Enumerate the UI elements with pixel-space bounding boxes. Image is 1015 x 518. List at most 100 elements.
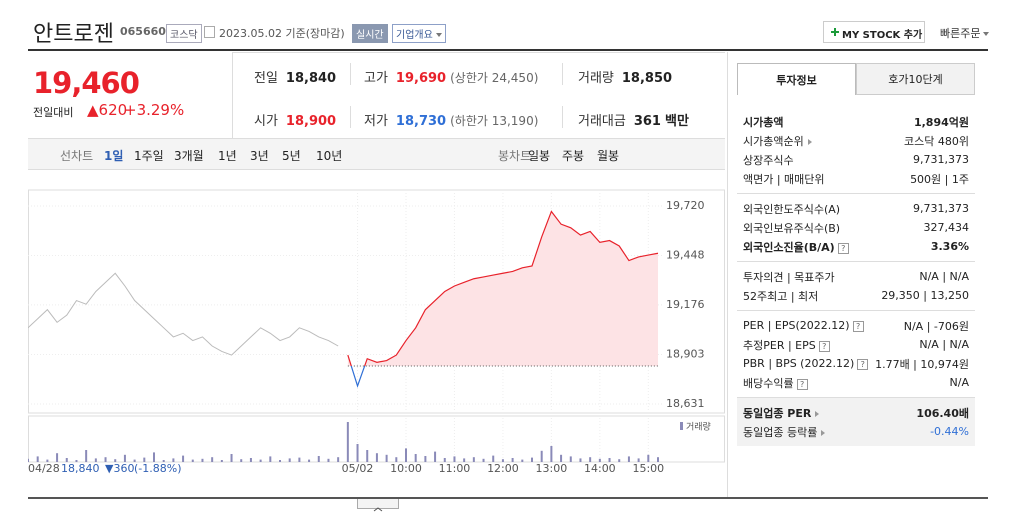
- x-tick-label: 15:00: [632, 462, 664, 475]
- caret-icon: [373, 507, 383, 512]
- help-icon[interactable]: ?: [852, 321, 864, 332]
- info-label: 액면가 | 매매단위: [743, 171, 825, 187]
- prev-info: ▼360: [105, 462, 134, 475]
- tab[interactable]: 호가10단계: [856, 63, 975, 95]
- volume-bar: [385, 454, 388, 462]
- collapse-toggle[interactable]: [357, 499, 399, 512]
- candle-tab[interactable]: 주봉: [562, 149, 585, 163]
- divider: [562, 106, 563, 128]
- quick-order[interactable]: 빠른주문: [940, 25, 989, 41]
- volume-bar: [405, 448, 407, 462]
- volume-bar: [327, 458, 330, 462]
- candle-tab[interactable]: 월봉: [597, 149, 620, 163]
- volume-bar: [191, 459, 194, 462]
- label-text: 동일업종 등락률: [743, 426, 825, 439]
- y-tick-label: 18,631: [666, 397, 705, 410]
- label-text: 액면가 | 매매단위: [743, 172, 825, 186]
- info-value: -0.44%: [930, 425, 969, 438]
- volume-bar: [240, 459, 243, 462]
- x-tick-label: 13:00: [536, 462, 568, 475]
- calendar-icon: [204, 26, 215, 38]
- period-tab[interactable]: 3개월: [174, 149, 204, 163]
- y-tick-label: 19,448: [666, 248, 705, 261]
- note: (상한가 24,450): [450, 71, 539, 85]
- help-icon[interactable]: ?: [837, 242, 849, 254]
- period-tab[interactable]: 3년: [250, 149, 269, 163]
- company-overview[interactable]: 기업개요: [392, 24, 446, 43]
- info-label: 투자의견 | 목표주가: [743, 269, 835, 285]
- summary-cell: 시가 18,900: [254, 110, 340, 129]
- volume-bar: [75, 460, 78, 462]
- info-row: 52주최고 | 최저 29,350 | 13,250: [737, 286, 975, 305]
- label: 저가: [364, 114, 388, 129]
- x-tick-label: 11:00: [439, 462, 471, 475]
- volume-bar: [618, 459, 621, 462]
- legend-swatch: [680, 422, 683, 430]
- label-text: 배당수익률: [743, 376, 794, 390]
- info-label: 동일업종 PER: [743, 405, 819, 421]
- volume-bar: [482, 458, 485, 462]
- volume-bar: [269, 456, 272, 462]
- x-tick-label: 10:00: [390, 462, 422, 475]
- label: 거래량: [578, 71, 614, 86]
- info-value: 코스닥 480위: [904, 134, 969, 148]
- volume-bar: [337, 457, 340, 462]
- plus-icon: [831, 28, 839, 36]
- volume-bar: [36, 456, 39, 462]
- realtime-badge[interactable]: 실시간: [352, 24, 388, 43]
- volume-bar: [589, 457, 592, 462]
- divider: [350, 63, 351, 85]
- info-label: PBR | BPS (2022.12)?: [743, 357, 869, 370]
- value: 19,690: [395, 71, 447, 86]
- period-tab[interactable]: 1년: [218, 149, 237, 163]
- info-row: 추정PER | EPS? N/A | N/A: [737, 335, 975, 354]
- info-group: 외국인한도주식수(A) 9,731,373 외국인보유주식수(B) 327,434 외국…: [737, 194, 975, 262]
- volume-bar: [249, 458, 252, 462]
- x-tick-label: 14:00: [584, 462, 616, 475]
- period-tab[interactable]: 10년: [316, 149, 343, 163]
- label-text: PER | EPS(2022.12): [743, 319, 850, 332]
- help-icon[interactable]: ?: [857, 359, 869, 370]
- help-icon[interactable]: ?: [796, 378, 808, 390]
- volume-bar: [395, 457, 398, 462]
- volume-bar: [114, 459, 117, 462]
- info-value: 9,731,373: [913, 153, 969, 166]
- value: 18,900: [285, 114, 337, 129]
- info-label: 배당수익률?: [743, 375, 808, 391]
- price-line: [347, 210, 659, 366]
- volume-bar: [637, 458, 640, 462]
- panel-divider: [727, 52, 728, 497]
- volume-bar: [308, 459, 311, 462]
- mystock-button[interactable]: MY STOCK 추가: [823, 21, 925, 43]
- volume-bar: [463, 458, 466, 462]
- period-tabs: 선차트 봉차트 1일 1주일 3개월 1년 3년 5년 10년 일봉 주봉 월봉: [28, 138, 725, 170]
- info-value: 500원 | 1주: [910, 172, 969, 186]
- candle-tab[interactable]: 일봉: [528, 149, 551, 163]
- info-row: 외국인보유주식수(B) 327,434: [737, 218, 975, 237]
- volume-bar: [94, 458, 97, 462]
- label: 거래대금: [578, 114, 626, 129]
- label-text: 동일업종 PER: [743, 407, 819, 420]
- tab-active[interactable]: 투자정보: [737, 63, 856, 95]
- divider: [562, 63, 563, 85]
- period-tab[interactable]: 1일: [104, 149, 124, 163]
- period-tab[interactable]: 5년: [282, 149, 301, 163]
- chart: 19,720 19,448 19,176 18,903 18,631 04/28 05/02…: [28, 189, 725, 475]
- help-icon[interactable]: ?: [818, 340, 830, 352]
- info-value: 3.36%: [930, 240, 969, 253]
- value: 18,840: [285, 71, 337, 86]
- volume-bar: [85, 450, 88, 462]
- period-tab[interactable]: 1주일: [134, 149, 164, 163]
- summary-table: 전일 18,840 고가 19,690 (상한가 24,450) 거래량 18,850 …: [232, 52, 725, 138]
- volume-bar: [647, 454, 650, 462]
- volume-bar: [501, 459, 504, 462]
- volume-bar: [579, 458, 582, 462]
- prev-info: (-1.88%): [134, 462, 182, 475]
- summary-cell: 거래량 18,850: [578, 67, 676, 86]
- volume-bar: [511, 458, 514, 462]
- volume-bar: [46, 459, 49, 462]
- volume-bar: [143, 457, 146, 462]
- info-label: 상장주식수: [743, 152, 794, 168]
- prev-price-line: [28, 272, 339, 356]
- y-tick-label: 19,720: [666, 199, 705, 212]
